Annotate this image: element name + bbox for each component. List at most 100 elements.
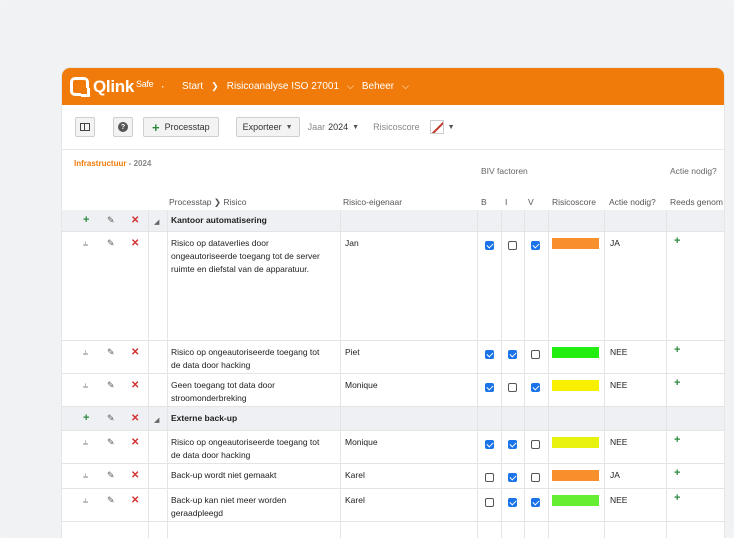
edit-icon[interactable]: ✎ — [107, 413, 115, 423]
add-action-icon[interactable]: + — [674, 492, 681, 504]
checkbox-i[interactable] — [508, 383, 517, 392]
delete-icon[interactable]: ✕ — [131, 413, 140, 424]
column-header-risk-score[interactable]: Risicoscore — [552, 197, 596, 207]
add-risk-icon[interactable]: + — [83, 412, 90, 424]
column-header-v[interactable]: V — [528, 197, 534, 207]
column-header-i[interactable]: I — [505, 197, 508, 207]
edit-icon[interactable]: ✎ — [107, 238, 115, 248]
delete-icon[interactable]: ✕ — [131, 380, 140, 391]
column-header-owner[interactable]: Risico-eigenaar — [343, 197, 403, 207]
toggle-panel-button[interactable] — [75, 117, 95, 137]
qlink-logo[interactable]: Qlink Safe · — [70, 77, 164, 97]
help-button[interactable]: ? — [113, 117, 133, 137]
column-header-process-risk[interactable]: Processtap ❯ Risico — [169, 197, 247, 207]
action-group-header: Actie nodig? — [670, 166, 717, 176]
column-header-action-needed[interactable]: Actie nodig? — [609, 197, 656, 207]
checkbox-v[interactable] — [531, 350, 540, 359]
delete-icon[interactable]: ✕ — [131, 495, 140, 506]
drag-handle-icon[interactable]: ⫨ — [83, 347, 89, 357]
checkbox-i[interactable] — [508, 498, 517, 507]
breadcrumb-risk-analysis[interactable]: Risicoanalyse ISO 27001 — [226, 81, 340, 92]
chevron-right-icon: ❯ — [211, 81, 219, 91]
edit-icon[interactable]: ✎ — [107, 437, 115, 447]
checkbox-v[interactable] — [531, 383, 540, 392]
help-icon: ? — [118, 122, 128, 132]
delete-icon[interactable]: ✕ — [131, 238, 140, 249]
delete-icon[interactable]: ✕ — [131, 215, 140, 226]
group-row: + ✎ ✕ ◢ Kantoor automatisering — [62, 210, 724, 232]
risk-description[interactable]: Risico op dataverlies door ongeautorisee… — [171, 238, 320, 274]
biv-factors-group-header: BIV factoren — [481, 166, 528, 176]
edit-icon[interactable]: ✎ — [107, 380, 115, 390]
risk-description[interactable]: Risico op ongeautoriseerde toegang tot d… — [171, 347, 320, 370]
group-name: Externe back-up — [171, 413, 238, 423]
action-needed-value: NEE — [610, 347, 628, 357]
risk-score-filter[interactable]: Risicoscore ▼ — [373, 120, 455, 134]
add-risk-icon[interactable]: + — [83, 214, 90, 226]
checkbox-b[interactable] — [485, 498, 494, 507]
add-action-icon[interactable]: + — [674, 434, 681, 446]
chevron-down-icon[interactable]: ⌵ — [347, 81, 354, 91]
add-process-step-button[interactable]: + Processtap — [143, 117, 219, 137]
delete-icon[interactable]: ✕ — [131, 437, 140, 448]
risk-description[interactable]: Risico op ongeautoriseerde toegang tot d… — [171, 437, 320, 460]
add-action-icon[interactable]: + — [674, 467, 681, 479]
checkbox-b[interactable] — [485, 350, 494, 359]
checkbox-v[interactable] — [531, 498, 540, 507]
edit-icon[interactable]: ✎ — [107, 495, 115, 505]
action-needed-value: JA — [610, 470, 620, 480]
drag-handle-icon[interactable]: ⫨ — [83, 470, 89, 480]
checkbox-v[interactable] — [531, 473, 540, 482]
checkbox-b[interactable] — [485, 383, 494, 392]
table-row: ⫨ ✎ ✕ Geen toegang tot data door stroomonde… — [62, 374, 724, 407]
drag-handle-icon[interactable]: ⫨ — [83, 437, 89, 447]
column-divider — [666, 210, 667, 538]
year-select[interactable]: Jaar 2024 ▼ — [308, 122, 359, 132]
export-dropdown[interactable]: Exporteer ▼ — [235, 117, 300, 137]
risk-description[interactable]: Back-up wordt niet gemaakt — [171, 470, 277, 480]
column-divider — [148, 210, 149, 538]
add-action-icon[interactable]: + — [674, 344, 681, 356]
risk-score-label: Risicoscore — [373, 122, 420, 132]
logo-superscript: Safe — [136, 78, 154, 89]
checkbox-b[interactable] — [485, 440, 494, 449]
table-row: ⫨ ✎ ✕ Back-up wordt niet gemaakt Karel JA + — [62, 464, 724, 489]
add-action-icon[interactable]: + — [674, 377, 681, 389]
breadcrumb-start[interactable]: Start — [182, 81, 204, 92]
table-row: ⫨ ✎ ✕ Risico op ongeautoriseerde toegang to… — [62, 341, 724, 374]
risk-description[interactable]: Geen toegang tot data door stroomonderbr… — [171, 380, 275, 403]
checkbox-v[interactable] — [531, 440, 540, 449]
qlink-logo-icon — [70, 77, 90, 97]
top-navigation-bar: Qlink Safe · Start ❯ Risicoanalyse ISO 2… — [62, 68, 724, 105]
drag-handle-icon[interactable]: ⫨ — [83, 380, 89, 390]
collapse-triangle-icon[interactable]: ◢ — [154, 219, 160, 226]
edit-icon[interactable]: ✎ — [107, 215, 115, 225]
delete-icon[interactable]: ✕ — [131, 470, 140, 481]
checkbox-v[interactable] — [531, 241, 540, 250]
checkbox-i[interactable] — [508, 241, 517, 250]
delete-icon[interactable]: ✕ — [131, 347, 140, 358]
drag-handle-icon[interactable]: ⫨ — [83, 238, 89, 248]
breadcrumb-beheer[interactable]: Beheer — [361, 81, 395, 92]
breadcrumb: Start ❯ Risicoanalyse ISO 27001 ⌵ Beheer… — [182, 81, 417, 92]
edit-icon[interactable]: ✎ — [107, 347, 115, 357]
add-action-icon[interactable]: + — [674, 235, 681, 247]
risk-score-bar — [552, 437, 599, 448]
chevron-down-icon[interactable]: ⌵ — [402, 81, 409, 91]
checkbox-i[interactable] — [508, 440, 517, 449]
export-label: Exporteer — [242, 122, 282, 132]
column-header-already-taken[interactable]: Reeds genom — [670, 197, 723, 207]
edit-icon[interactable]: ✎ — [107, 470, 115, 480]
checkbox-i[interactable] — [508, 473, 517, 482]
column-header-b[interactable]: B — [481, 197, 487, 207]
risk-description[interactable]: Back-up kan niet meer worden geraadpleeg… — [171, 495, 287, 518]
drag-handle-icon[interactable]: ⫨ — [83, 495, 89, 505]
checkbox-b[interactable] — [485, 473, 494, 482]
checkbox-b[interactable] — [485, 241, 494, 250]
column-divider — [167, 210, 168, 538]
panel-icon — [80, 123, 90, 131]
checkbox-i[interactable] — [508, 350, 517, 359]
action-needed-value: NEE — [610, 495, 628, 505]
collapse-triangle-icon[interactable]: ◢ — [154, 417, 160, 424]
risk-owner: Karel — [345, 470, 365, 480]
